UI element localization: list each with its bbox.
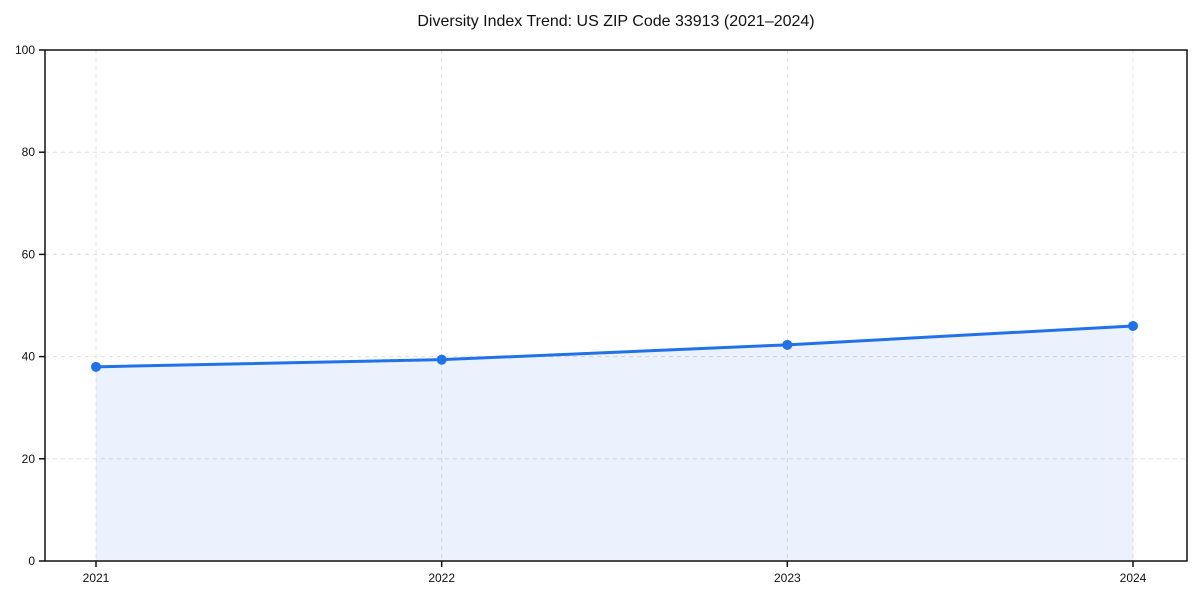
- y-tick-label: 100: [15, 43, 35, 57]
- axis-frame: [44, 49, 1188, 562]
- data-point-2024: [1128, 320, 1138, 331]
- data-point-2021: [91, 361, 101, 372]
- chart-title: Diversity Index Trend: US ZIP Code 33913…: [417, 13, 815, 30]
- x-tick-label: 2023: [774, 571, 801, 585]
- trend-line: [94, 324, 1135, 369]
- area-fill: [96, 325, 1133, 561]
- y-tick-label: 0: [28, 554, 35, 568]
- data-point-2022: [436, 354, 447, 365]
- y-tick-label: 80: [22, 145, 36, 159]
- data-point-2023: [782, 339, 793, 350]
- x-tick-label: 2022: [428, 571, 455, 585]
- x-tick-label: 2021: [83, 571, 110, 585]
- y-tick-label: 20: [22, 452, 36, 466]
- x-tick-label: 2024: [1120, 571, 1147, 585]
- y-tick-label: 60: [22, 247, 36, 261]
- y-tick-label: 40: [22, 350, 36, 364]
